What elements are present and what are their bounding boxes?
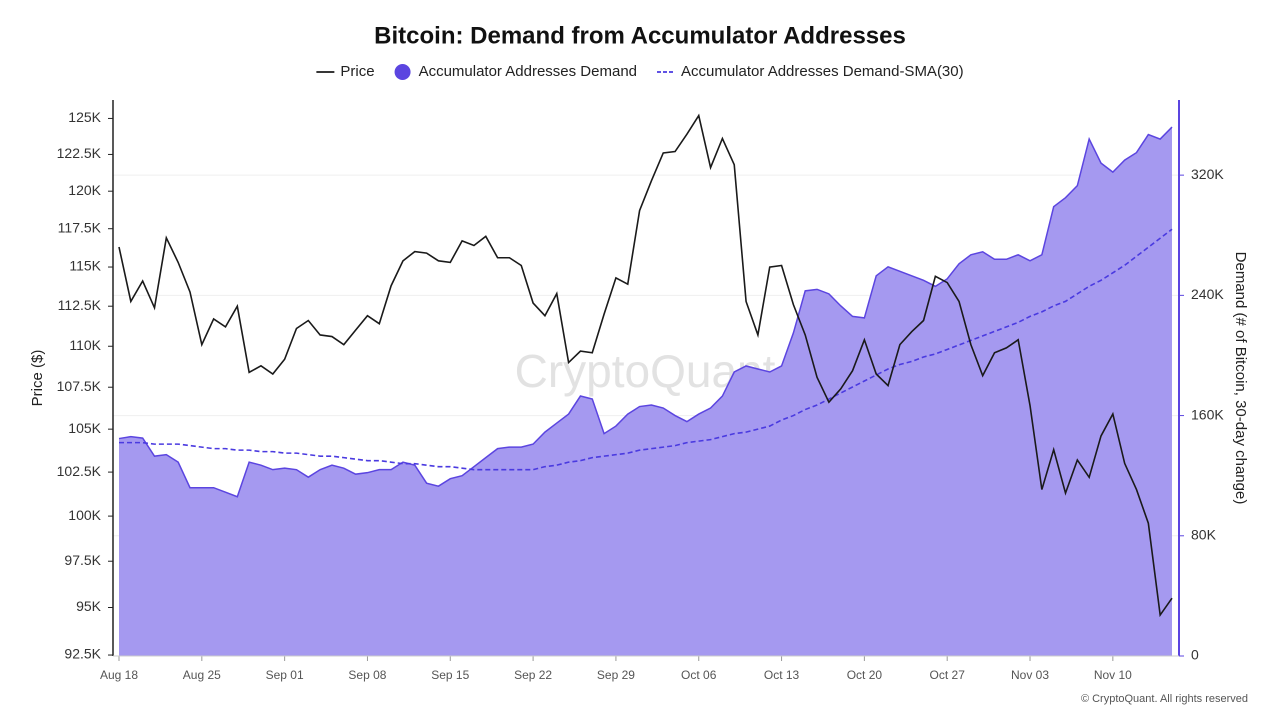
y-tick-label: 125K bbox=[68, 109, 101, 125]
x-tick-label: Oct 13 bbox=[764, 668, 800, 682]
y2-tick-label: 0 bbox=[1191, 647, 1199, 663]
x-tick-label: Oct 27 bbox=[930, 668, 966, 682]
y-tick-label: 110K bbox=[69, 337, 101, 353]
x-tick-label: Aug 25 bbox=[183, 668, 221, 682]
y-tick-label: 95K bbox=[76, 598, 102, 614]
x-tick-label: Sep 22 bbox=[514, 668, 552, 682]
x-tick-label: Sep 08 bbox=[348, 668, 386, 682]
y2-tick-label: 320K bbox=[1191, 166, 1224, 182]
chart-title: Bitcoin: Demand from Accumulator Address… bbox=[374, 22, 906, 49]
demand-area bbox=[119, 127, 1172, 656]
x-tick-label: Aug 18 bbox=[100, 668, 138, 682]
y-tick-label: 120K bbox=[68, 182, 101, 198]
legend-symbol bbox=[394, 64, 411, 80]
y-tick-label: 117.5K bbox=[58, 219, 102, 235]
x-tick-label: Nov 03 bbox=[1011, 668, 1049, 682]
y2-tick-label: 80K bbox=[1191, 526, 1217, 542]
y-tick-label: 115K bbox=[69, 258, 101, 274]
legend-item: Accumulator Addresses Demand-SMA(30) bbox=[657, 63, 964, 80]
legend-item: Accumulator Addresses Demand bbox=[394, 63, 637, 80]
legend-item: Price bbox=[316, 63, 375, 80]
y-tick-label: 100K bbox=[68, 507, 101, 523]
y-tick-label: 97.5K bbox=[64, 552, 101, 568]
y-tick-label: 112.5K bbox=[58, 297, 102, 313]
x-tick-label: Oct 06 bbox=[681, 668, 717, 682]
y-axis-label: Price ($) bbox=[29, 350, 46, 407]
y-tick-label: 107.5K bbox=[57, 378, 102, 394]
x-tick-label: Sep 29 bbox=[597, 668, 635, 682]
x-tick-label: Oct 20 bbox=[847, 668, 883, 682]
y-tick-label: 92.5K bbox=[64, 646, 101, 662]
legend-label: Accumulator Addresses Demand-SMA(30) bbox=[681, 63, 964, 80]
legend: Price Accumulator Addresses Demand Accumul… bbox=[316, 63, 964, 80]
x-tick-label: Sep 01 bbox=[266, 668, 304, 682]
x-tick-label: Nov 10 bbox=[1094, 668, 1132, 682]
sma-line bbox=[119, 228, 1173, 471]
y-tick-label: 122.5K bbox=[57, 145, 102, 161]
y2-tick-label: 240K bbox=[1191, 286, 1224, 302]
y2-axis-label: Demand (# of Bitcoin, 30-day change) bbox=[1232, 252, 1249, 505]
y-tick-label: 105K bbox=[68, 420, 101, 436]
demand-line bbox=[118, 126, 1173, 498]
y2-tick-label: 160K bbox=[1191, 406, 1224, 422]
legend-label: Accumulator Addresses Demand bbox=[419, 63, 637, 80]
legend-label: Price bbox=[340, 63, 374, 80]
copyright: © CryptoQuant. All rights reserved bbox=[1081, 693, 1248, 705]
x-tick-label: Sep 15 bbox=[431, 668, 469, 682]
price-line bbox=[118, 113, 1173, 618]
y-tick-label: 102.5K bbox=[57, 463, 102, 479]
